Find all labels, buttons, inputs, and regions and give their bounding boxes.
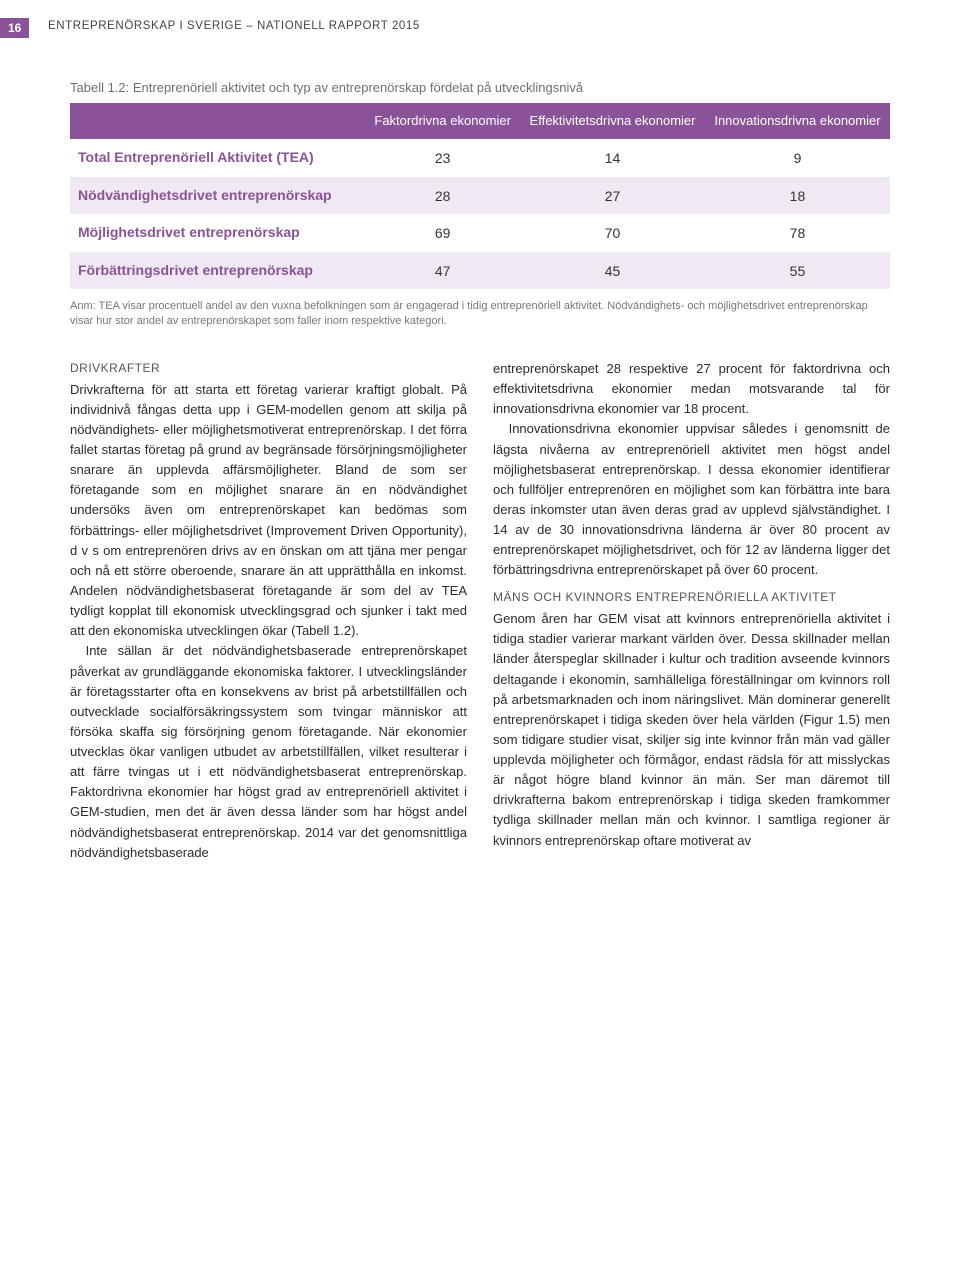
body-paragraph: entreprenörskapet 28 respektive 27 proce… <box>493 359 890 419</box>
table-cell: 69 <box>365 214 520 252</box>
table-cell: 9 <box>705 139 890 177</box>
table-cell: 18 <box>705 177 890 215</box>
table-row: Förbättringsdrivet entreprenörskap 47 45… <box>70 252 890 290</box>
page-content: Tabell 1.2: Entreprenöriell aktivitet oc… <box>0 0 960 903</box>
table-header-cell: Effektivitetsdrivna ekonomier <box>520 103 705 139</box>
table-cell: Förbättringsdrivet entreprenörskap <box>70 252 365 290</box>
table-header-cell <box>70 103 365 139</box>
table-cell: 14 <box>520 139 705 177</box>
body-paragraph: Inte sällan är det nödvändighetsbaserade… <box>70 641 467 863</box>
table-cell: 23 <box>365 139 520 177</box>
table-row: Total Entreprenöriell Aktivitet (TEA) 23… <box>70 139 890 177</box>
body-paragraph: Drivkrafterna för att starta ett företag… <box>70 380 467 642</box>
table-cell: Nödvändighetsdrivet entreprenörskap <box>70 177 365 215</box>
section-heading-drivkrafter: DRIVKRAFTER <box>70 359 467 378</box>
table-header-cell: Faktordrivna ekonomier <box>365 103 520 139</box>
table-cell: 28 <box>365 177 520 215</box>
table-cell: Möjlighetsdrivet entreprenörskap <box>70 214 365 252</box>
table-caption: Tabell 1.2: Entreprenöriell aktivitet oc… <box>70 80 890 95</box>
table-cell: 70 <box>520 214 705 252</box>
table-cell: 47 <box>365 252 520 290</box>
left-column: DRIVKRAFTER Drivkrafterna för att starta… <box>70 359 467 863</box>
table-cell: 45 <box>520 252 705 290</box>
text-columns: DRIVKRAFTER Drivkrafterna för att starta… <box>70 359 890 863</box>
table-cell: 55 <box>705 252 890 290</box>
table-cell: 78 <box>705 214 890 252</box>
table-header-cell: Innovationsdrivna ekonomier <box>705 103 890 139</box>
data-table: Faktordrivna ekonomier Effektivitetsdriv… <box>70 103 890 289</box>
table-cell: Total Entreprenöriell Aktivitet (TEA) <box>70 139 365 177</box>
section-heading-gender: MÄNS OCH KVINNORS ENTREPRENÖRIELLA AKTIV… <box>493 588 890 607</box>
body-paragraph: Genom åren har GEM visat att kvinnors en… <box>493 609 890 851</box>
body-paragraph: Innovationsdrivna ekonomier uppvisar sål… <box>493 419 890 580</box>
right-column: entreprenörskapet 28 respektive 27 proce… <box>493 359 890 863</box>
table-row: Nödvändighetsdrivet entreprenörskap 28 2… <box>70 177 890 215</box>
table-note: Anm: TEA visar procentuell andel av den … <box>70 299 890 329</box>
table-cell: 27 <box>520 177 705 215</box>
table-row: Möjlighetsdrivet entreprenörskap 69 70 7… <box>70 214 890 252</box>
